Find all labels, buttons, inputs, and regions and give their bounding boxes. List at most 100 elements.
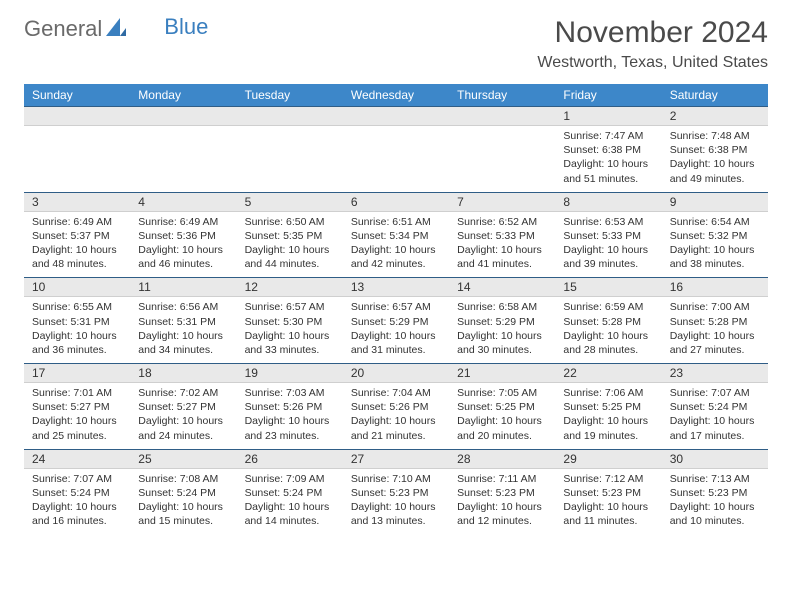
day-number: 29 [555, 450, 661, 468]
day2-text: and 12 minutes. [457, 514, 547, 528]
day-data-row: Sunrise: 7:47 AMSunset: 6:38 PMDaylight:… [24, 126, 768, 192]
day2-text: and 10 minutes. [670, 514, 760, 528]
day2-text: and 41 minutes. [457, 257, 547, 271]
day-cell: Sunrise: 7:47 AMSunset: 6:38 PMDaylight:… [555, 126, 661, 192]
sunrise-text: Sunrise: 7:00 AM [670, 300, 760, 314]
weekday-header: Friday [555, 84, 661, 106]
day2-text: and 15 minutes. [138, 514, 228, 528]
sunset-text: Sunset: 5:34 PM [351, 229, 441, 243]
sail-icon [106, 16, 126, 42]
day1-text: Daylight: 10 hours [457, 329, 547, 343]
day-number: 8 [555, 193, 661, 211]
day1-text: Daylight: 10 hours [670, 414, 760, 428]
sunrise-text: Sunrise: 7:13 AM [670, 472, 760, 486]
day2-text: and 38 minutes. [670, 257, 760, 271]
day-number: 9 [662, 193, 768, 211]
day1-text: Daylight: 10 hours [457, 500, 547, 514]
sunset-text: Sunset: 5:24 PM [670, 400, 760, 414]
day-cell: Sunrise: 7:06 AMSunset: 5:25 PMDaylight:… [555, 383, 661, 449]
sunrise-text: Sunrise: 7:08 AM [138, 472, 228, 486]
day2-text: and 44 minutes. [245, 257, 335, 271]
day2-text: and 36 minutes. [32, 343, 122, 357]
day2-text: and 23 minutes. [245, 429, 335, 443]
day2-text: and 16 minutes. [32, 514, 122, 528]
weekday-header: Thursday [449, 84, 555, 106]
day-number-row: 24252627282930 [24, 449, 768, 469]
day2-text: and 48 minutes. [32, 257, 122, 271]
day-number: 5 [237, 193, 343, 211]
day1-text: Daylight: 10 hours [351, 414, 441, 428]
day-data-row: Sunrise: 6:55 AMSunset: 5:31 PMDaylight:… [24, 297, 768, 363]
sunrise-text: Sunrise: 7:10 AM [351, 472, 441, 486]
day-cell: Sunrise: 7:08 AMSunset: 5:24 PMDaylight:… [130, 469, 236, 535]
sunrise-text: Sunrise: 7:12 AM [563, 472, 653, 486]
day-cell: Sunrise: 7:09 AMSunset: 5:24 PMDaylight:… [237, 469, 343, 535]
day1-text: Daylight: 10 hours [32, 500, 122, 514]
day1-text: Daylight: 10 hours [32, 243, 122, 257]
day-number: 15 [555, 278, 661, 296]
month-title: November 2024 [537, 16, 768, 50]
sunset-text: Sunset: 5:33 PM [563, 229, 653, 243]
day-number-row: 17181920212223 [24, 363, 768, 383]
sunrise-text: Sunrise: 7:06 AM [563, 386, 653, 400]
sunrise-text: Sunrise: 6:58 AM [457, 300, 547, 314]
day-data-row: Sunrise: 7:01 AMSunset: 5:27 PMDaylight:… [24, 383, 768, 449]
day1-text: Daylight: 10 hours [138, 414, 228, 428]
day-cell: Sunrise: 6:49 AMSunset: 5:36 PMDaylight:… [130, 212, 236, 278]
day-cell: Sunrise: 7:01 AMSunset: 5:27 PMDaylight:… [24, 383, 130, 449]
day-number: 19 [237, 364, 343, 382]
day1-text: Daylight: 10 hours [563, 500, 653, 514]
day1-text: Daylight: 10 hours [245, 414, 335, 428]
day1-text: Daylight: 10 hours [245, 243, 335, 257]
day-number: 6 [343, 193, 449, 211]
day1-text: Daylight: 10 hours [245, 329, 335, 343]
sunset-text: Sunset: 5:25 PM [563, 400, 653, 414]
sunrise-text: Sunrise: 6:56 AM [138, 300, 228, 314]
day-cell: Sunrise: 6:53 AMSunset: 5:33 PMDaylight:… [555, 212, 661, 278]
sunset-text: Sunset: 5:31 PM [138, 315, 228, 329]
day1-text: Daylight: 10 hours [138, 243, 228, 257]
location-label: Westworth, Texas, United States [537, 54, 768, 72]
sunrise-text: Sunrise: 7:02 AM [138, 386, 228, 400]
day-cell: Sunrise: 6:49 AMSunset: 5:37 PMDaylight:… [24, 212, 130, 278]
sunset-text: Sunset: 5:32 PM [670, 229, 760, 243]
day-cell: Sunrise: 7:03 AMSunset: 5:26 PMDaylight:… [237, 383, 343, 449]
sunset-text: Sunset: 5:37 PM [32, 229, 122, 243]
sunset-text: Sunset: 5:36 PM [138, 229, 228, 243]
sunrise-text: Sunrise: 6:49 AM [32, 215, 122, 229]
day-number-row: 3456789 [24, 192, 768, 212]
day2-text: and 39 minutes. [563, 257, 653, 271]
day-cell: Sunrise: 7:05 AMSunset: 5:25 PMDaylight:… [449, 383, 555, 449]
calendar-page: General Blue November 2024 Westworth, Te… [0, 0, 792, 550]
day2-text: and 51 minutes. [563, 172, 653, 186]
day2-text: and 24 minutes. [138, 429, 228, 443]
day-number: 30 [662, 450, 768, 468]
day-cell [24, 126, 130, 192]
title-block: November 2024 Westworth, Texas, United S… [537, 16, 768, 72]
sunset-text: Sunset: 5:23 PM [563, 486, 653, 500]
day2-text: and 46 minutes. [138, 257, 228, 271]
day1-text: Daylight: 10 hours [563, 243, 653, 257]
weekday-header: Monday [130, 84, 236, 106]
sunrise-text: Sunrise: 7:11 AM [457, 472, 547, 486]
day2-text: and 28 minutes. [563, 343, 653, 357]
day-cell: Sunrise: 6:50 AMSunset: 5:35 PMDaylight:… [237, 212, 343, 278]
sunrise-text: Sunrise: 7:07 AM [32, 472, 122, 486]
day-number: 18 [130, 364, 236, 382]
day-cell: Sunrise: 7:02 AMSunset: 5:27 PMDaylight:… [130, 383, 236, 449]
calendar-grid: Sunday Monday Tuesday Wednesday Thursday… [24, 84, 768, 534]
day2-text: and 33 minutes. [245, 343, 335, 357]
weekday-header: Sunday [24, 84, 130, 106]
day-data-row: Sunrise: 6:49 AMSunset: 5:37 PMDaylight:… [24, 212, 768, 278]
day1-text: Daylight: 10 hours [32, 329, 122, 343]
day-cell: Sunrise: 7:07 AMSunset: 5:24 PMDaylight:… [662, 383, 768, 449]
header: General Blue November 2024 Westworth, Te… [24, 16, 768, 72]
day-number: 20 [343, 364, 449, 382]
sunset-text: Sunset: 5:27 PM [32, 400, 122, 414]
sunrise-text: Sunrise: 6:49 AM [138, 215, 228, 229]
day-number: 1 [555, 107, 661, 125]
day-cell: Sunrise: 6:58 AMSunset: 5:29 PMDaylight:… [449, 297, 555, 363]
day-number: 21 [449, 364, 555, 382]
day-cell: Sunrise: 6:52 AMSunset: 5:33 PMDaylight:… [449, 212, 555, 278]
day1-text: Daylight: 10 hours [670, 243, 760, 257]
